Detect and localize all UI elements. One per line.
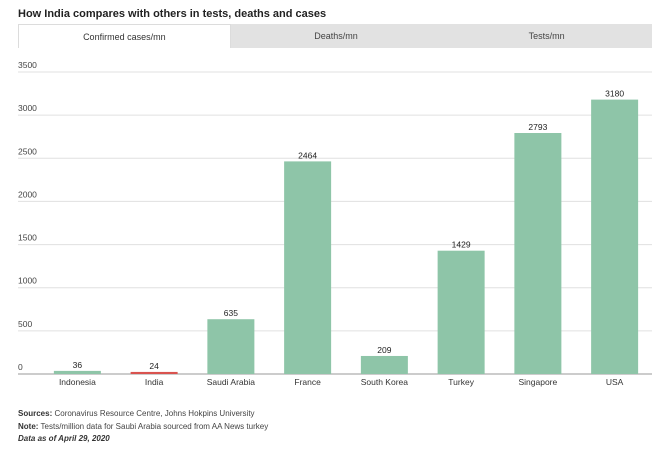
- data-label: 2464: [298, 150, 317, 160]
- data-label: 3180: [605, 89, 624, 99]
- x-tick-label: South Korea: [361, 377, 409, 387]
- data-label: 209: [377, 345, 391, 355]
- tab-bar: Confirmed cases/mn Deaths/mn Tests/mn: [18, 24, 652, 48]
- y-tick-label: 2000: [18, 189, 37, 199]
- x-tick-label: USA: [606, 377, 624, 387]
- bar-south-korea: [360, 355, 408, 374]
- bar-usa: [591, 99, 639, 375]
- bar-layer: [53, 99, 639, 375]
- sources-label: Sources:: [18, 409, 53, 418]
- data-label: 2793: [528, 122, 547, 132]
- bar-india: [130, 371, 178, 374]
- y-tick-label: 500: [18, 319, 32, 329]
- sources-text: Coronavirus Resource Centre, Johns Hokpi…: [54, 409, 255, 418]
- y-tick-label: 2500: [18, 146, 37, 156]
- bar-france: [284, 161, 332, 374]
- x-tick-label: France: [294, 377, 321, 387]
- note-label: Note:: [18, 421, 39, 431]
- x-tick-label: Indonesia: [59, 377, 96, 387]
- bar-singapore: [514, 133, 562, 374]
- chart-footer: Sources: Coronavirus Resource Centre, Jo…: [18, 408, 268, 446]
- data-label: 24: [149, 361, 159, 371]
- y-tick-label: 0: [18, 362, 23, 372]
- sources-line: Sources: Coronavirus Resource Centre, Jo…: [18, 408, 268, 421]
- x-tick-label: Turkey: [448, 377, 474, 387]
- x-tick-label: Singapore: [518, 377, 557, 387]
- y-tick-label: 1000: [18, 276, 37, 286]
- x-tick-label: Saudi Arabia: [207, 377, 255, 387]
- note-text: Tests/million data for Saubi Arabia sour…: [40, 421, 269, 431]
- data-as-of: Data as of April 29, 2020: [18, 434, 110, 443]
- bar-turkey: [437, 250, 485, 374]
- tab-deaths[interactable]: Deaths/mn: [314, 31, 358, 41]
- data-label: 36: [73, 360, 83, 370]
- note-line: Note: Tests/million data for Saubi Arabi…: [18, 421, 268, 434]
- y-tick-label: 3500: [18, 60, 37, 70]
- bar-indonesia: [53, 370, 101, 374]
- label-layer: 0 500 1000 1500 2000 2500 3000 3500 36 Indonesia 2…: [18, 60, 624, 387]
- data-label: 1429: [452, 240, 471, 250]
- bar-saudi-arabia: [207, 319, 255, 374]
- chart-title: How India compares with others in tests,…: [18, 8, 327, 20]
- bar-chart: 0 500 1000 1500 2000 2500 3000 3500 36 Indonesia 2…: [18, 60, 652, 387]
- y-tick-label: 3000: [18, 103, 37, 113]
- x-tick-label: India: [145, 377, 164, 387]
- tab-tests[interactable]: Tests/mn: [528, 31, 565, 41]
- y-tick-label: 1500: [18, 233, 37, 243]
- tab-confirmed-cases[interactable]: Confirmed cases/mn: [18, 24, 231, 48]
- data-label: 635: [224, 308, 238, 318]
